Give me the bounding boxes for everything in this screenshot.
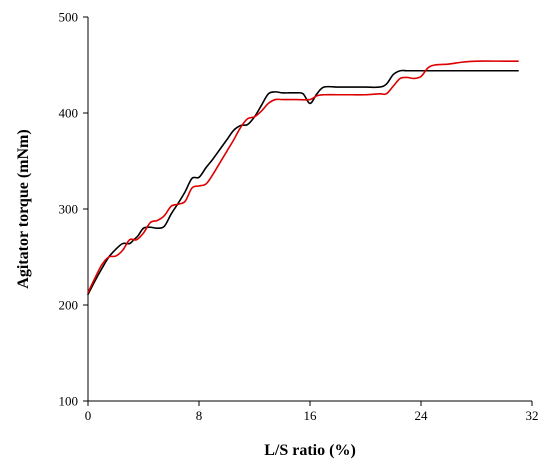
x-tick-label: 32 [526,408,539,423]
ticks: 0 8 16 24 32 100 200 300 400 500 [59,10,539,424]
x-tick-label: 8 [196,408,203,423]
y-axis-title: Agitator torque (mNm) [15,129,32,288]
y-tick-label: 400 [59,106,79,121]
series-lines [87,60,519,296]
x-tick-label: 0 [85,408,92,423]
x-axis-title: L/S ratio (%) [264,442,356,459]
y-tick-label: 200 [59,298,79,313]
x-tick-label: 16 [304,408,318,423]
x-tick-label: 24 [415,408,429,423]
y-tick-label: 300 [59,202,79,217]
series-line-red [87,60,519,294]
series-line-black [87,69,519,296]
y-tick-label: 500 [59,10,79,25]
axes [87,17,532,402]
y-tick-label: 100 [59,394,79,409]
